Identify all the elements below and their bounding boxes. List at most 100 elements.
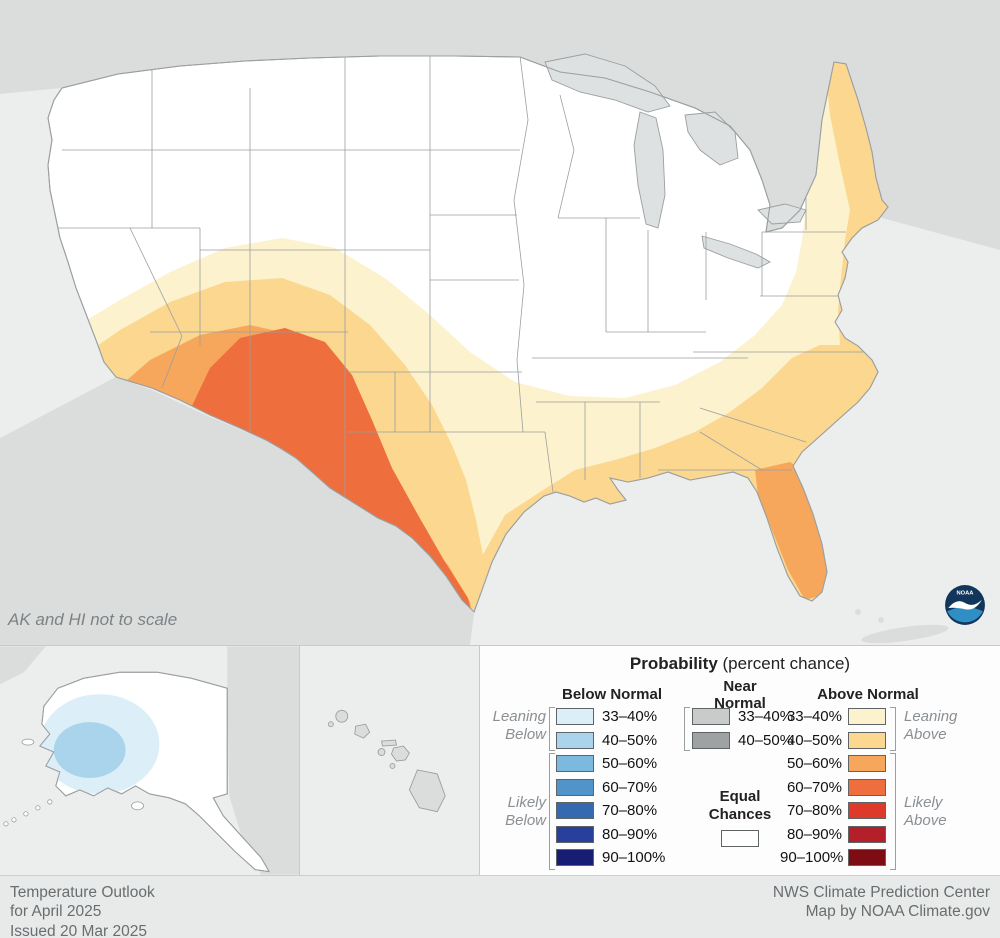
below-normal-header: Below Normal	[561, 686, 663, 703]
legend-row: 80–90%	[556, 823, 665, 847]
below-70-80-swatch	[556, 802, 594, 820]
legend-row: 70–80%	[556, 799, 665, 823]
above-90-100-swatch	[848, 849, 886, 867]
legend-row: 90–100%	[556, 846, 665, 870]
below-90-100-swatch	[556, 849, 594, 867]
legend-row: 33–40%	[556, 705, 665, 729]
footer-title: Temperature Outlook	[10, 884, 155, 901]
russia-land	[0, 646, 46, 685]
likely-above-bracket	[890, 753, 896, 870]
probability-legend: Probability (percent chance) Below Norma…	[480, 646, 1000, 875]
above-80-90-swatch	[848, 825, 886, 843]
footer-period: for April 2025	[10, 903, 102, 921]
leaning-above-label: Leaning Above	[904, 708, 958, 743]
above-40-50-swatch	[848, 731, 886, 749]
alaska-inset	[0, 646, 300, 875]
footer-source: NWS Climate Prediction Center	[772, 884, 990, 901]
footer: Temperature Outlook for April 2025 Issue…	[0, 875, 1000, 938]
legend-row: 70–80%	[780, 799, 886, 823]
hawaiian-islands	[327, 709, 446, 813]
island-oahu	[354, 723, 371, 739]
near-normal-scale: 33–40% 40–50%	[692, 705, 793, 752]
above-33-40-swatch	[848, 708, 886, 726]
lake-michigan	[633, 111, 666, 229]
likely-below-bracket	[549, 753, 555, 870]
below-60-70-swatch	[556, 778, 594, 796]
equal-chances-swatch	[721, 830, 759, 847]
hawaii-inset	[300, 646, 480, 875]
mexico-land	[0, 377, 474, 645]
range-label: 80–90%	[602, 825, 658, 843]
legend-row: 33–40%	[780, 705, 886, 729]
range-label: 80–90%	[786, 825, 842, 843]
canada-land	[0, 0, 1000, 250]
island-kauai	[335, 709, 349, 723]
range-label: 40–50%	[786, 731, 842, 749]
legend-title: Probability (percent chance)	[480, 654, 1000, 674]
range-label: 33–40%	[786, 708, 842, 726]
range-label: 90–100%	[602, 849, 666, 867]
likely-below-label: Likely Below	[505, 794, 546, 829]
insets-row: Probability (percent chance) Below Norma…	[0, 645, 1000, 875]
range-label: 40–50%	[738, 731, 794, 749]
near-40-50-swatch	[692, 731, 730, 749]
range-label: 33–40%	[738, 708, 794, 726]
noaa-logo-sea	[947, 607, 983, 623]
legend-row: 80–90%	[780, 823, 886, 847]
below-40-50-swatch	[556, 731, 594, 749]
likely-above-label: Likely Above	[904, 794, 947, 829]
above-normal-header: Above Normal	[817, 686, 919, 703]
leaning-below-bracket	[549, 707, 555, 751]
near-normal-bracket	[684, 707, 690, 751]
above-60-70-swatch	[848, 778, 886, 796]
scale-note: AK and HI not to scale	[8, 610, 178, 629]
lake-ontario	[757, 203, 807, 225]
caribbean-islands	[855, 609, 949, 644]
aleutian-islands	[3, 738, 144, 827]
equal-chances-group: Equal Chances	[688, 788, 792, 852]
footer-left: Temperature Outlook for April 2025 Issue…	[10, 883, 155, 938]
footer-credit: Map by NOAA Climate.gov	[805, 903, 990, 921]
state-borders	[52, 56, 874, 505]
legend-row: 90–100%	[780, 846, 886, 870]
range-label: 50–60%	[602, 755, 658, 773]
above-normal-scale: 33–40% 40–50% 50–60% 60–70% 70–80% 80–90…	[780, 705, 886, 870]
canada-land-ak	[227, 646, 299, 875]
footer-right: NWS Climate Prediction Center Map by NOA…	[773, 883, 990, 922]
range-label: 50–60%	[786, 755, 842, 773]
lake-superior	[544, 53, 671, 113]
island-niihau	[327, 721, 334, 728]
range-label: 40–50%	[602, 731, 658, 749]
footer-issued: Issued 20 Mar 2025	[10, 922, 148, 938]
conus-map	[0, 0, 1000, 645]
range-label: 60–70%	[786, 778, 842, 796]
below-33-40-swatch	[556, 708, 594, 726]
above-50-60-swatch	[848, 755, 886, 773]
below-40-50-region-ak	[53, 722, 126, 778]
range-label: 33–40%	[602, 708, 658, 726]
range-label: 90–100%	[780, 849, 844, 867]
above-70-80-swatch	[848, 802, 886, 820]
range-label: 70–80%	[786, 802, 842, 820]
lake-huron	[684, 111, 739, 166]
island-lanai	[377, 748, 386, 756]
hawaii-map	[300, 646, 479, 875]
below-80-90-swatch	[556, 825, 594, 843]
near-normal-header: Near Normal	[714, 678, 766, 713]
legend-row: 50–60%	[556, 752, 665, 776]
legend-row: 40–50%	[780, 729, 886, 753]
legend-title-bold: Probability	[629, 654, 718, 673]
alaska-outline	[39, 671, 271, 873]
noaa-logo-text: NOAA	[957, 591, 975, 597]
below-normal-scale: 33–40% 40–50% 50–60% 60–70% 70–80% 80–90…	[556, 705, 665, 870]
legend-title-rest: (percent chance)	[717, 654, 851, 673]
legend-row: 40–50%	[556, 729, 665, 753]
legend-row: 40–50%	[692, 729, 793, 753]
below-normal-shading-alaska	[39, 694, 160, 794]
leaning-below-label: Leaning Below	[492, 708, 546, 743]
island-maui	[390, 745, 410, 762]
legend-row: 50–60%	[780, 752, 886, 776]
alaska-map	[0, 646, 299, 875]
us-outline	[47, 55, 889, 613]
